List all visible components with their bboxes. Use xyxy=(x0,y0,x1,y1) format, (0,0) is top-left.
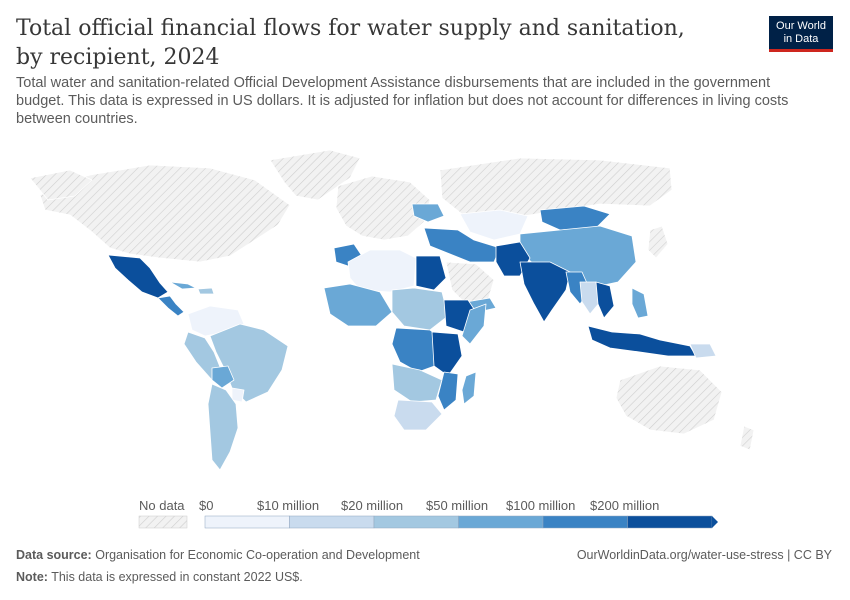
country-east-africa[interactable] xyxy=(431,331,463,377)
legend-bin-label-4: $100 million xyxy=(506,498,576,513)
note-label: Note: xyxy=(16,570,48,584)
legend-no-data-swatch[interactable] xyxy=(138,515,188,529)
legend-bin-label-5: $200 million xyxy=(590,498,660,513)
country-philippines[interactable] xyxy=(631,287,649,319)
country-paraguay[interactable] xyxy=(231,387,245,403)
chart-subtitle: Total water and sanitation-related Offic… xyxy=(16,75,789,127)
country-vietnam-cambodia[interactable] xyxy=(595,281,615,319)
data-source-label: Data source: xyxy=(16,548,92,562)
country-brazil[interactable] xyxy=(209,323,289,403)
country-greenland[interactable] xyxy=(269,149,361,201)
country-india[interactable] xyxy=(519,261,571,323)
country-new-zealand[interactable] xyxy=(739,425,755,451)
data-source-text: Organisation for Economic Co-operation a… xyxy=(95,548,420,562)
note-text: This data is expressed in constant 2022 … xyxy=(51,570,303,584)
country-russia[interactable] xyxy=(439,157,673,221)
country-egypt[interactable] xyxy=(415,255,447,291)
source-url[interactable]: OurWorldinData.org/water-use-stress | CC… xyxy=(576,548,832,562)
legend-bin-label-3: $50 million xyxy=(426,498,489,513)
country-turkey-iran[interactable] xyxy=(423,227,501,263)
country-australia[interactable] xyxy=(615,365,723,435)
chart-note: Note: This data is expressed in constant… xyxy=(16,570,303,584)
country-canada-usa[interactable] xyxy=(39,164,291,263)
chart-title: Total official financial flows for water… xyxy=(16,16,685,70)
country-angola-zambia[interactable] xyxy=(391,363,443,403)
country-europe[interactable] xyxy=(335,175,431,241)
country-thailand-laos[interactable] xyxy=(579,281,601,315)
country-south-africa[interactable] xyxy=(393,399,443,431)
legend-bin-swatch-5[interactable] xyxy=(627,515,713,529)
country-argentina-chile[interactable] xyxy=(207,383,239,471)
country-hispaniola[interactable] xyxy=(197,287,215,295)
world-map xyxy=(29,149,755,471)
country-indonesia[interactable] xyxy=(587,325,697,357)
country-eastern-europe[interactable] xyxy=(411,203,445,223)
logo-line-2: in Data xyxy=(783,33,819,45)
country-mexico[interactable] xyxy=(107,254,169,299)
country-madagascar[interactable] xyxy=(461,371,477,405)
country-png[interactable] xyxy=(689,343,717,359)
legend-arrow xyxy=(712,516,718,528)
legend-bin-swatch-4[interactable] xyxy=(542,515,628,529)
country-bolivia[interactable] xyxy=(211,365,235,389)
legend-no-data-label: No data xyxy=(139,498,185,513)
legend-bin-swatch-2[interactable] xyxy=(373,515,459,529)
logo-line-1: Our World xyxy=(776,20,826,32)
legend-bin-swatch-3[interactable] xyxy=(458,515,544,529)
country-somalia[interactable] xyxy=(461,303,487,345)
legend-bin-label-1: $10 million xyxy=(257,498,320,513)
country-central-america[interactable] xyxy=(157,295,185,317)
legend-bin-swatch-1[interactable] xyxy=(289,515,375,529)
owid-logo[interactable]: Our World in Data xyxy=(769,16,833,52)
country-cuba[interactable] xyxy=(169,281,197,290)
country-chad-sudan[interactable] xyxy=(391,287,449,331)
data-source: Data source: Organisation for Economic C… xyxy=(16,548,420,562)
color-legend xyxy=(138,515,718,529)
country-west-africa[interactable] xyxy=(323,283,393,327)
country-alaska[interactable] xyxy=(29,169,93,201)
country-kazakhstan[interactable] xyxy=(459,209,529,241)
country-algeria-libya[interactable] xyxy=(347,249,417,293)
legend-bin-swatch-0[interactable] xyxy=(204,515,290,529)
legend-bin-label-2: $20 million xyxy=(341,498,404,513)
legend-bin-label-0: $0 xyxy=(199,498,214,513)
country-japan[interactable] xyxy=(647,225,669,259)
country-mozambique[interactable] xyxy=(437,371,459,411)
